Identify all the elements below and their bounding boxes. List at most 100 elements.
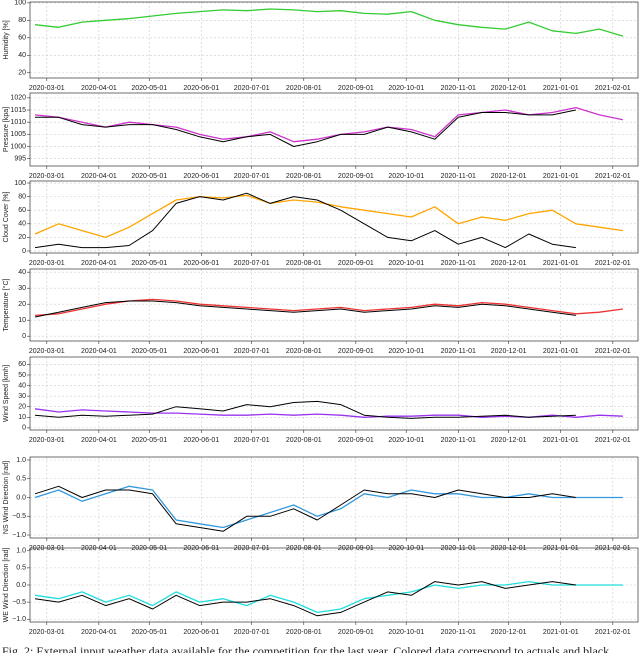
y-tick-label: 0 xyxy=(22,248,26,255)
y-axis-label: Pressure [kpa] xyxy=(3,107,10,152)
x-tick-label: 2020-08-01 xyxy=(286,348,322,355)
y-tick-label: 0.5 xyxy=(16,476,26,483)
y-tick-label: 1015 xyxy=(10,107,26,114)
y-tick-label: −1.0 xyxy=(12,616,26,623)
series-line xyxy=(34,485,576,532)
x-tick-label: 2020-05-01 xyxy=(131,629,167,636)
x-tick-label: 2020-11-01 xyxy=(441,85,476,92)
x-tick-label: 2020-03-01 xyxy=(29,173,65,180)
y-tick-label: 0.0 xyxy=(16,494,26,501)
x-tick-label: 2020-06-01 xyxy=(183,85,219,92)
x-tick-label: 2021-02-01 xyxy=(595,85,631,92)
x-tick-label: 2020-12-01 xyxy=(491,173,527,180)
x-tick-label: 2020-11-01 xyxy=(441,173,476,180)
x-tick-label: 2020-04-01 xyxy=(81,173,117,180)
x-tick-label: 2020-08-01 xyxy=(286,629,322,636)
plot-frame xyxy=(29,92,639,167)
y-tick-label: 50 xyxy=(18,372,26,379)
x-tick-label: 2020-12-01 xyxy=(491,629,527,636)
y-tick-label: 1.0 xyxy=(16,457,26,464)
y-axis-label: Cloud Cover [%] xyxy=(3,191,10,242)
x-tick-label: 2021-02-01 xyxy=(595,437,631,444)
y-tick-label: 20 xyxy=(18,70,26,77)
y-tick-label: 80 xyxy=(18,17,26,24)
series-line xyxy=(34,408,623,418)
x-tick-label: 2020-07-01 xyxy=(234,173,270,180)
y-tick-label: 40 xyxy=(18,221,26,228)
y-axis-label: Humidity [%] xyxy=(3,20,10,59)
x-tick-label: 2020-06-01 xyxy=(183,348,219,355)
plot-frame xyxy=(29,1,639,79)
y-tick-label: 100 xyxy=(14,180,26,187)
x-tick-label: 2020-07-01 xyxy=(234,260,270,267)
x-tick-label: 2020-09-01 xyxy=(338,348,374,355)
y-tick-label: 10 xyxy=(18,317,26,324)
series-line xyxy=(34,8,624,37)
y-tick-label: 10 xyxy=(18,414,26,421)
x-tick-label: 2020-10-01 xyxy=(388,173,424,180)
x-tick-label: 2020-05-01 xyxy=(131,85,167,92)
x-tick-label: 2020-10-01 xyxy=(388,85,424,92)
y-tick-label: 1020 xyxy=(10,95,26,102)
x-tick-label: 2020-07-01 xyxy=(234,348,270,355)
series-line xyxy=(34,106,624,143)
x-tick-label: 2020-03-01 xyxy=(29,348,65,355)
x-tick-label: 2021-02-01 xyxy=(595,260,631,267)
y-tick-label: 40 xyxy=(18,52,26,59)
x-tick-label: 2021-01-01 xyxy=(543,85,579,92)
y-tick-label: 0 xyxy=(22,333,26,340)
x-tick-label: 2020-03-01 xyxy=(29,260,65,267)
y-tick-label: 0 xyxy=(22,425,26,432)
x-tick-label: 2020-08-01 xyxy=(286,260,322,267)
x-tick-label: 2020-03-01 xyxy=(29,85,65,92)
series-line xyxy=(34,194,623,239)
x-tick-label: 2020-09-01 xyxy=(338,629,374,636)
series-line xyxy=(34,485,623,529)
x-tick-label: 2020-08-01 xyxy=(286,437,322,444)
x-tick-label: 2021-01-01 xyxy=(543,629,579,636)
series-line xyxy=(34,581,576,617)
series-line xyxy=(35,109,577,147)
x-tick-label: 2020-12-01 xyxy=(491,348,527,355)
plot-frame xyxy=(29,268,639,342)
y-axis-label: Wind Speed [kmh] xyxy=(3,365,10,422)
x-tick-label: 2020-05-01 xyxy=(131,348,167,355)
y-tick-label: −0.5 xyxy=(12,599,26,606)
x-tick-label: 2021-01-01 xyxy=(543,437,579,444)
x-tick-label: 2020-06-01 xyxy=(183,260,219,267)
plot-frame xyxy=(29,356,639,431)
x-tick-label: 2020-12-01 xyxy=(491,85,527,92)
x-tick-label: 2020-08-01 xyxy=(286,173,322,180)
y-axis-label: WE Wind Direction [rad] xyxy=(3,548,10,623)
x-tick-label: 2020-03-01 xyxy=(29,629,65,636)
y-tick-label: 60 xyxy=(18,361,26,368)
x-tick-label: 2020-05-01 xyxy=(131,173,167,180)
x-tick-label: 2020-05-01 xyxy=(131,437,167,444)
x-tick-label: 2020-04-01 xyxy=(81,437,117,444)
x-tick-label: 2021-01-01 xyxy=(543,348,579,355)
y-tick-label: 30 xyxy=(18,285,26,292)
x-tick-label: 2020-08-01 xyxy=(286,85,322,92)
x-tick-label: 2020-04-01 xyxy=(81,85,117,92)
y-tick-label: 0.5 xyxy=(16,565,26,572)
y-tick-label: −0.5 xyxy=(12,513,26,520)
x-tick-label: 2020-03-01 xyxy=(29,437,65,444)
x-tick-label: 2020-07-01 xyxy=(234,85,270,92)
plot-frame xyxy=(29,547,639,623)
plot-frame xyxy=(29,456,639,539)
y-tick-label: 60 xyxy=(18,35,26,42)
x-tick-label: 2020-06-01 xyxy=(183,437,219,444)
x-tick-label: 2020-06-01 xyxy=(183,629,219,636)
y-tick-label: −1.0 xyxy=(12,532,26,539)
x-tick-label: 2020-12-01 xyxy=(491,260,527,267)
y-tick-label: 20 xyxy=(18,301,26,308)
x-tick-label: 2020-11-01 xyxy=(441,260,476,267)
series-line xyxy=(34,300,576,318)
x-tick-label: 2020-09-01 xyxy=(338,85,374,92)
x-tick-label: 2020-05-01 xyxy=(131,260,167,267)
x-tick-label: 2020-11-01 xyxy=(441,437,476,444)
x-tick-label: 2020-10-01 xyxy=(388,437,424,444)
y-tick-label: 20 xyxy=(18,404,26,411)
x-tick-label: 2020-04-01 xyxy=(81,629,117,636)
